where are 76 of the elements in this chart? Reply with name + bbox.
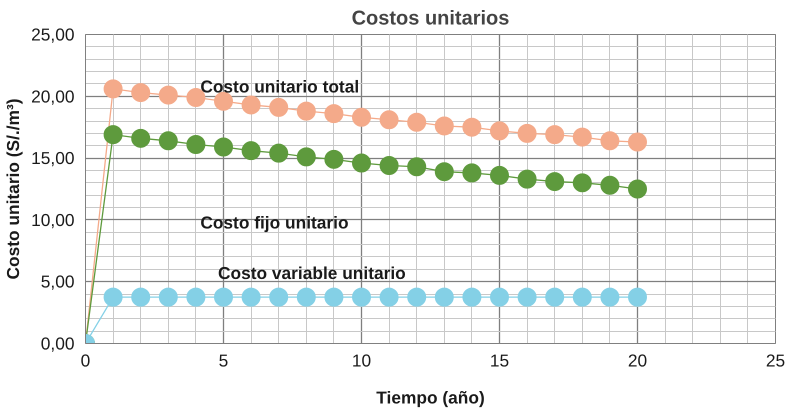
point — [628, 288, 647, 307]
y-tick-label: 25,00 — [31, 24, 75, 44]
point — [434, 288, 454, 307]
x-tick-label: 10 — [352, 350, 372, 370]
point — [434, 116, 454, 136]
point — [628, 132, 647, 152]
point — [131, 83, 150, 102]
point — [242, 288, 261, 307]
point — [434, 162, 454, 182]
point — [296, 102, 316, 121]
point — [628, 180, 647, 198]
series-label: Costo unitario total — [200, 76, 360, 96]
point — [324, 288, 344, 307]
point — [380, 156, 399, 175]
point — [158, 86, 178, 105]
point — [407, 112, 426, 132]
point — [324, 150, 344, 169]
point — [214, 137, 233, 156]
point — [104, 79, 123, 98]
point — [158, 288, 178, 307]
point — [545, 288, 564, 307]
point — [545, 172, 564, 192]
point — [269, 98, 288, 117]
point — [490, 166, 509, 185]
point — [214, 288, 233, 307]
point — [186, 135, 206, 154]
point — [462, 288, 482, 307]
point — [352, 288, 371, 307]
point — [380, 110, 399, 130]
point — [269, 144, 288, 163]
point — [380, 288, 399, 307]
x-tick-label: 20 — [628, 350, 648, 370]
point — [572, 128, 592, 147]
series-label: Costo variable unitario — [218, 262, 406, 283]
point — [242, 95, 261, 114]
point — [600, 131, 620, 150]
x-tick-label: 0 — [80, 350, 90, 370]
point — [462, 163, 482, 182]
point — [296, 288, 316, 307]
point — [104, 288, 123, 307]
x-tick-label: 25 — [766, 350, 786, 370]
y-axis-title: Costo unitario (S/./m³) — [3, 98, 24, 280]
point — [324, 104, 344, 124]
point — [490, 121, 509, 140]
point — [131, 128, 150, 148]
point — [158, 131, 178, 150]
point — [490, 288, 509, 307]
y-tick-label: 15,00 — [31, 148, 75, 168]
point — [600, 288, 620, 307]
point — [462, 118, 482, 137]
point — [407, 157, 426, 176]
point — [352, 154, 371, 173]
y-tick-label: 10,00 — [31, 210, 75, 230]
point — [407, 288, 426, 307]
point — [269, 288, 288, 307]
point — [186, 288, 206, 307]
point — [242, 141, 261, 160]
point — [352, 108, 371, 127]
x-tick-label: 15 — [490, 350, 510, 370]
x-tick-label: 5 — [218, 350, 228, 370]
y-tick-label: 5,00 — [40, 272, 75, 292]
point — [572, 173, 592, 192]
point — [104, 125, 123, 144]
y-tick-label: 0,00 — [40, 334, 75, 354]
point — [572, 288, 592, 307]
point — [214, 92, 233, 111]
point — [545, 125, 564, 144]
point — [296, 147, 316, 166]
point — [131, 288, 150, 307]
point — [518, 170, 537, 189]
x-axis-title: Tiempo (año) — [376, 388, 485, 408]
y-tick-label: 20,00 — [31, 86, 75, 106]
point — [518, 124, 537, 143]
point — [600, 176, 620, 195]
point — [518, 288, 537, 307]
chart-title: Costos unitarios — [352, 8, 510, 30]
